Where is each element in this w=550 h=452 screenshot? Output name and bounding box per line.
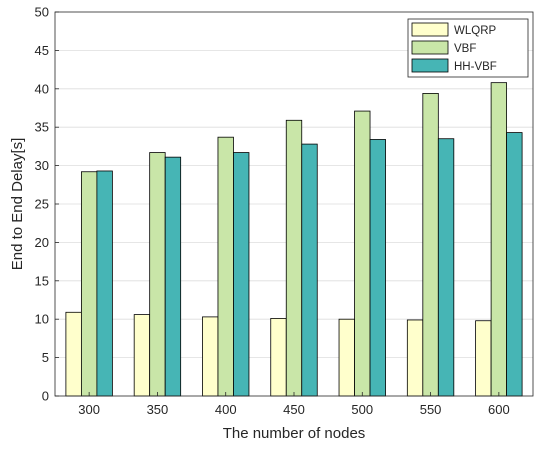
y-tick-label: 50 bbox=[35, 5, 49, 20]
bars bbox=[65, 82, 523, 397]
bar-wlqrp-600 bbox=[475, 320, 492, 397]
legend-label-hh-vbf: HH-VBF bbox=[454, 61, 497, 73]
y-tick-label: 30 bbox=[35, 158, 49, 173]
bar-hh-vbf-600 bbox=[506, 132, 523, 397]
bar-vbf-350 bbox=[149, 152, 166, 397]
y-tick-label: 45 bbox=[35, 43, 49, 58]
bar-wlqrp-500 bbox=[338, 318, 355, 397]
y-tick-label: 35 bbox=[35, 120, 49, 135]
bar-vbf-500 bbox=[354, 110, 371, 397]
bar-wlqrp-350 bbox=[133, 314, 151, 397]
y-axis-title: End to End Delay[s] bbox=[9, 138, 26, 271]
x-tick-label: 500 bbox=[351, 402, 373, 417]
x-tick-label: 600 bbox=[488, 402, 510, 417]
legend-swatch-hh-vbf bbox=[411, 58, 449, 73]
bar-wlqrp-450 bbox=[270, 318, 287, 397]
bar-wlqrp-300 bbox=[65, 311, 82, 397]
y-tick-label: 25 bbox=[35, 197, 49, 212]
bar-vbf-400 bbox=[217, 136, 234, 397]
y-tick-label: 15 bbox=[35, 273, 49, 288]
bar-vbf-550 bbox=[422, 93, 439, 397]
y-tick-label: 0 bbox=[42, 389, 49, 404]
x-tick-label: 350 bbox=[147, 402, 169, 417]
bar-vbf-600 bbox=[490, 82, 508, 397]
x-tick-label: 300 bbox=[78, 402, 100, 417]
y-tick-label: 5 bbox=[42, 350, 49, 365]
legend-label-vbf: VBF bbox=[454, 43, 476, 55]
bar-hh-vbf-450 bbox=[301, 143, 318, 397]
x-tick-label: 400 bbox=[215, 402, 237, 417]
y-tick-label: 10 bbox=[35, 312, 49, 327]
legend-swatch-wlqrp bbox=[411, 22, 449, 37]
x-axis-title: The number of nodes bbox=[223, 425, 366, 442]
y-axis-ticks: 0 5 10 15 20 25 30 35 40 45 50 bbox=[35, 5, 59, 404]
bar-hh-vbf-300 bbox=[96, 170, 113, 397]
y-tick-label: 20 bbox=[35, 235, 49, 250]
bar-hh-vbf-400 bbox=[233, 152, 250, 397]
bar-hh-vbf-550 bbox=[437, 138, 455, 397]
bar-wlqrp-550 bbox=[406, 319, 424, 397]
bar-wlqrp-400 bbox=[202, 316, 219, 397]
y-tick-label: 40 bbox=[35, 81, 49, 96]
x-tick-label: 450 bbox=[283, 402, 305, 417]
bar-vbf-450 bbox=[285, 119, 303, 397]
x-axis-ticks: 300 350 400 450 500 550 600 bbox=[78, 392, 510, 417]
bar-vbf-300 bbox=[80, 171, 98, 397]
bar-hh-vbf-500 bbox=[369, 139, 386, 397]
x-tick-label: 550 bbox=[420, 402, 442, 417]
legend-label-wlqrp: WLQRP bbox=[454, 25, 497, 37]
legend-swatch-vbf bbox=[411, 40, 449, 55]
bar-hh-vbf-350 bbox=[164, 156, 182, 397]
legend: WLQRP VBF HH-VBF bbox=[407, 18, 529, 78]
